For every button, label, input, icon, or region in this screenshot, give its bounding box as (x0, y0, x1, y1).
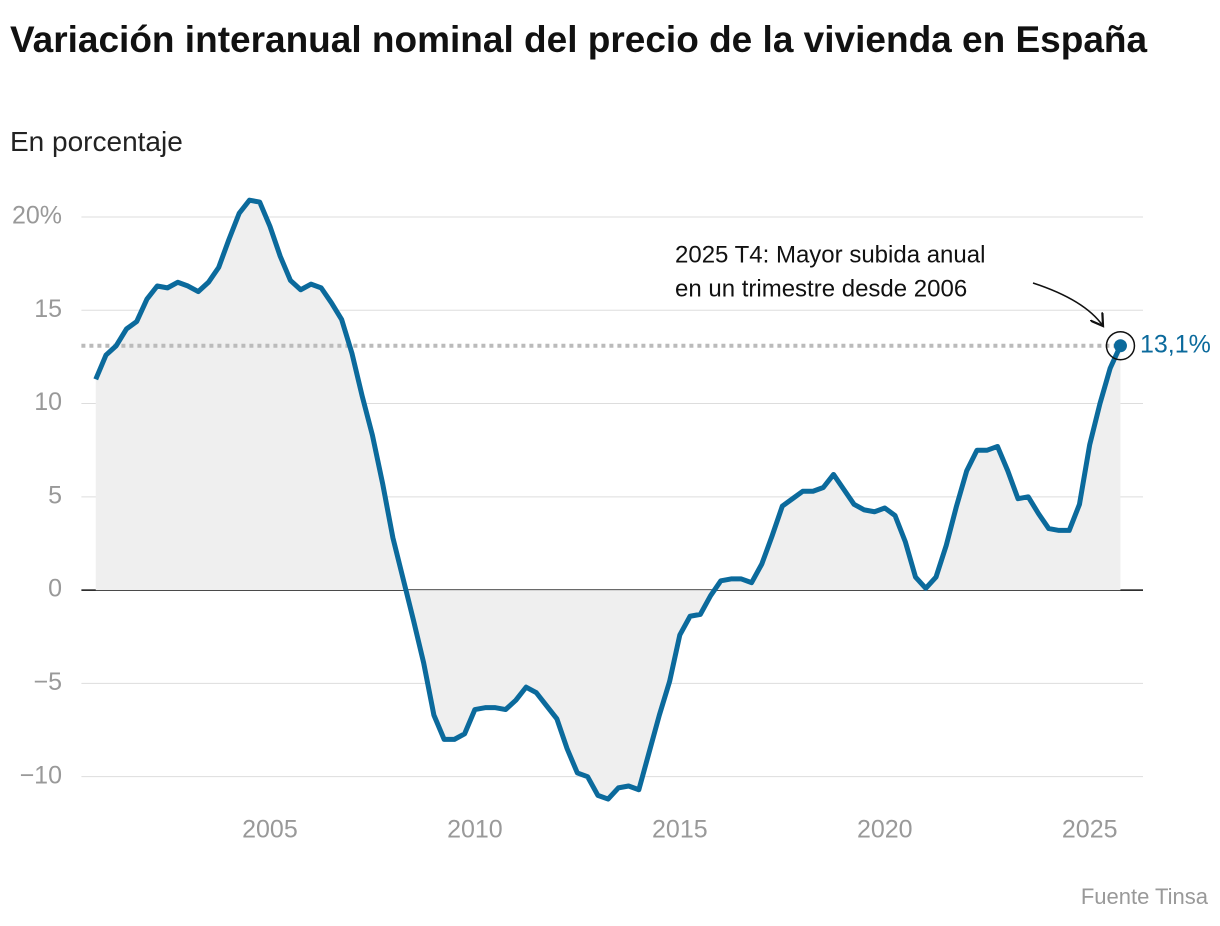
y-tick-label: 10 (34, 388, 62, 416)
x-tick-label: 2010 (447, 816, 503, 844)
y-tick-label: −5 (33, 668, 62, 696)
chart-title: Variación interanual nominal del precio … (10, 19, 1148, 60)
area (95, 200, 1121, 800)
x-tick-label: 2015 (652, 816, 708, 844)
y-tick-label: 5 (48, 481, 62, 509)
x-tick-label: 2020 (857, 816, 913, 844)
x-tick-label: 2005 (242, 816, 298, 844)
highlight-ring (1105, 330, 1136, 361)
x-tick-label: 2025 (1062, 816, 1118, 844)
y-tick-label: 20% (12, 202, 62, 230)
reference-label: 13,1% (1140, 330, 1211, 358)
end-point (1113, 339, 1127, 353)
y-tick-label: 0 (48, 575, 62, 603)
chart-subtitle: En porcentaje (10, 126, 183, 157)
line (93, 197, 1123, 802)
y-tick-label: −10 (20, 761, 62, 789)
y-tick-label: 15 (34, 295, 62, 323)
annotation-arrow (1032, 282, 1103, 326)
annotation: 2025 T4: Mayor subida anual (675, 241, 985, 268)
source: Fuente Tinsa (1081, 884, 1209, 909)
annotation: en un trimestre desde 2006 (675, 275, 967, 302)
